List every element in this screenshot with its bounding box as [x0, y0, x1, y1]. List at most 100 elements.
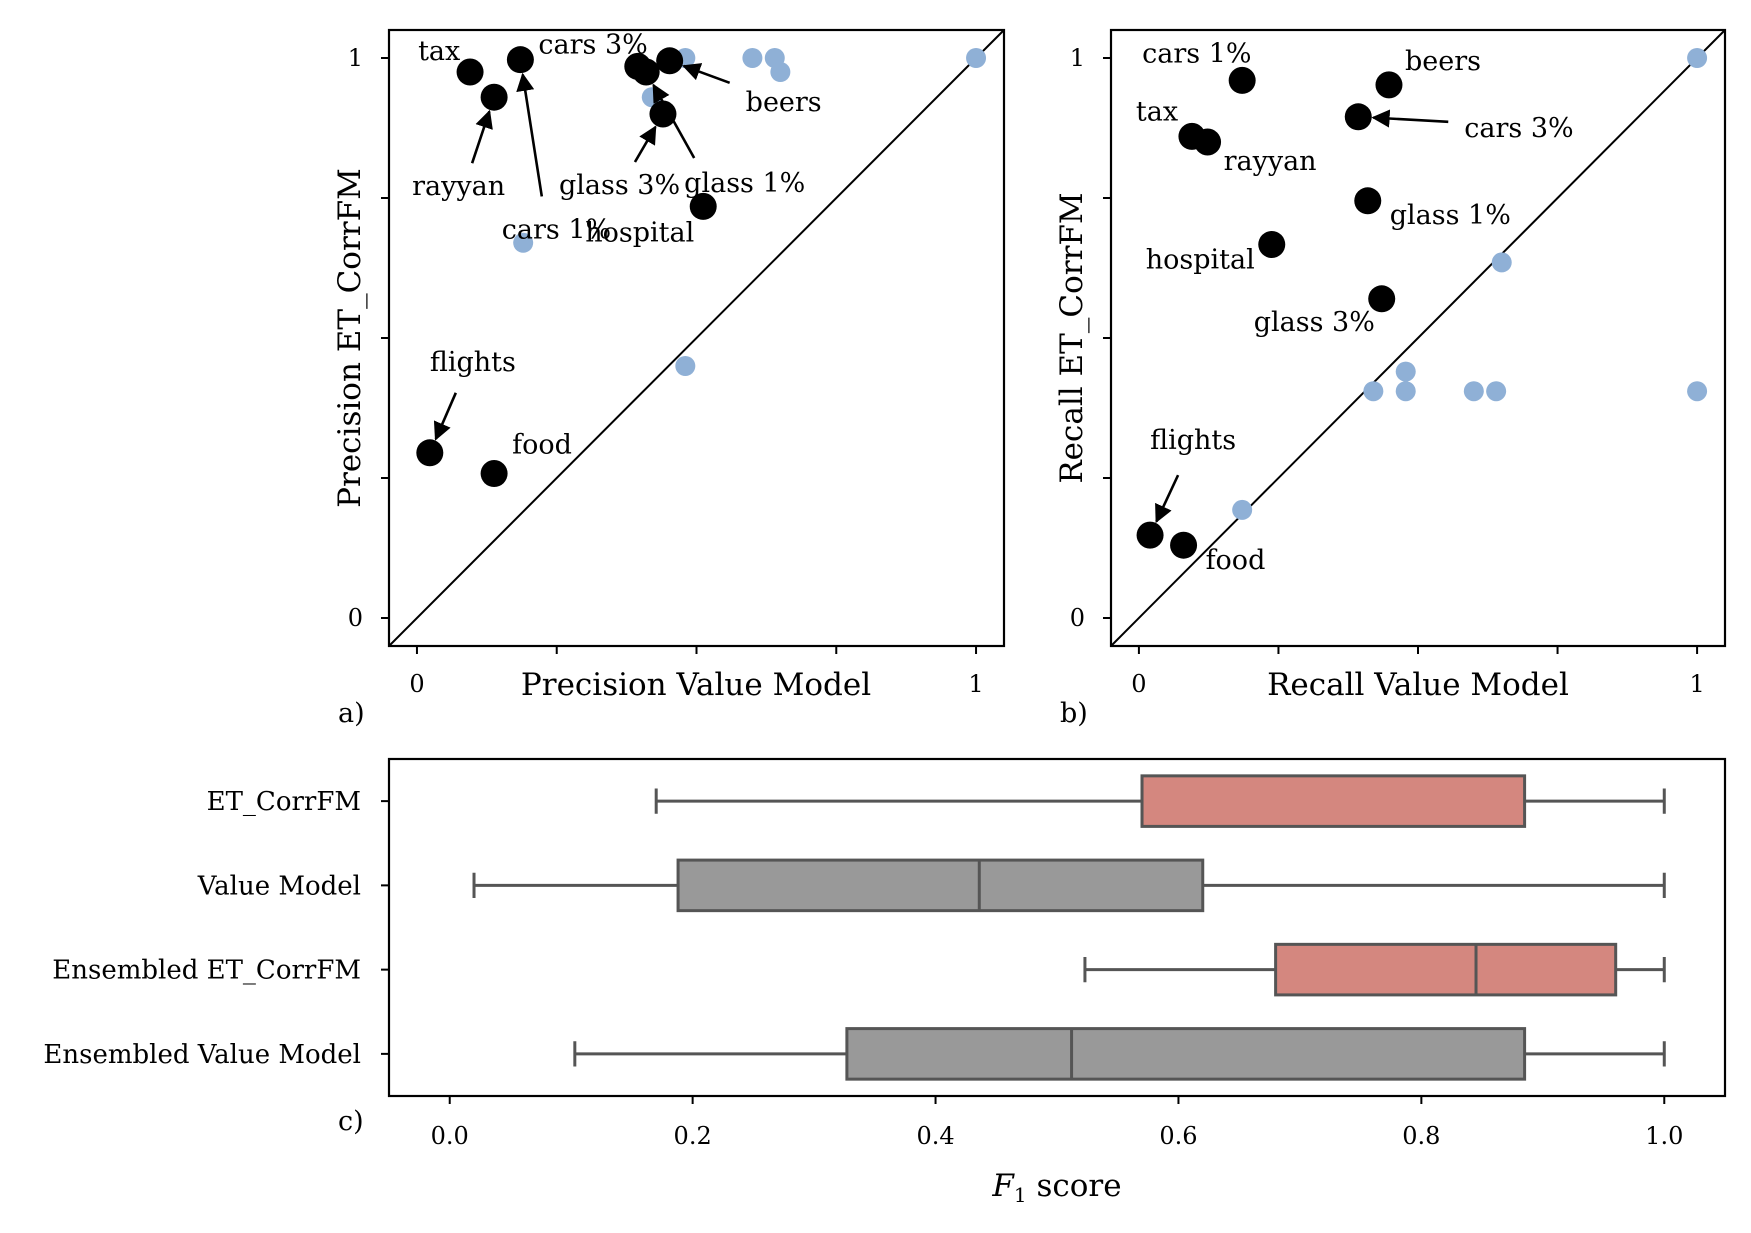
- scatter-point-beers: [1375, 71, 1403, 99]
- point-label-glass-3-: glass 3%: [1254, 307, 1375, 338]
- label-arrow: [633, 125, 657, 163]
- point-label-glass-1-: glass 1%: [684, 168, 805, 199]
- box-et-corrfm: [1140, 774, 1527, 828]
- point-label-cars-1-: cars 1%: [502, 214, 611, 245]
- category-label-ensembled-value-model: Ensembled Value Model: [43, 1040, 361, 1070]
- category-label-value-model: Value Model: [197, 871, 361, 901]
- scatter-point-other: [966, 48, 987, 68]
- point-label-rayyan: rayyan: [1224, 146, 1317, 177]
- scatter-point-other: [1687, 381, 1708, 402]
- box-ensembled-et-corrfm: [1274, 942, 1618, 997]
- scatter-point-cars-3-: [506, 46, 534, 74]
- scatter-point-rayyan: [1194, 128, 1222, 156]
- scatter-point-other: [1463, 381, 1484, 402]
- point-label-cars-3-: cars 3%: [1464, 113, 1573, 144]
- scatter-point-other: [742, 48, 763, 68]
- x-tick-label: 0.0: [431, 1122, 469, 1150]
- scatter-point-other: [1363, 381, 1384, 402]
- box-value-model: [676, 858, 1205, 913]
- scatter-point-other: [675, 356, 696, 376]
- scatter-precision: tax cars 3% rayyan cars 1% beers glass 1%glas…: [332, 28, 1006, 729]
- point-label-food: food: [512, 430, 572, 461]
- diagonal-line: [1110, 29, 1726, 647]
- panel-label-c: c): [338, 1106, 364, 1137]
- y-axis-label-b: Recall ET_CorrFM: [1054, 192, 1090, 483]
- label-arrow: [470, 109, 493, 164]
- x-tick-label: 0.6: [1159, 1122, 1197, 1150]
- point-label-beers: beers: [746, 87, 822, 118]
- point-label-beers: beers: [1405, 46, 1481, 77]
- scatter-point-rayyan: [480, 83, 508, 111]
- scatter-point-cars-1-: [1228, 66, 1256, 94]
- x-tick-label: 1: [968, 670, 983, 698]
- scatter-point-glass-1-: [1354, 187, 1382, 215]
- diagonal-line: [388, 29, 1005, 647]
- x-tick-label: 1: [1689, 670, 1704, 698]
- boxplot-f1: ET_CorrFM Value Model Ensembled ET_CorrFM E…: [43, 757, 1727, 1207]
- scatter-point-tax: [456, 58, 484, 86]
- scatter-point-glass-1-: [632, 58, 660, 86]
- box-ensembled-value-model: [845, 1027, 1527, 1081]
- category-label-et-corrfm: ET_CorrFM: [207, 787, 361, 817]
- scatter-point-hospital: [1258, 230, 1286, 258]
- x-tick-label: 0: [1131, 670, 1146, 698]
- plot-frame-c: [387, 757, 1727, 1098]
- label-arrow: [652, 83, 696, 159]
- scatter-point-other: [1395, 361, 1416, 382]
- x-tick-label: 0: [409, 670, 424, 698]
- scatter-point-food: [1170, 531, 1198, 559]
- label-arrow: [516, 72, 544, 197]
- y-tick-label: 1: [1070, 44, 1085, 72]
- scatter-point-other: [1491, 252, 1512, 273]
- scatter-point-flights: [416, 439, 444, 467]
- point-label-cars-3-: cars 3%: [538, 30, 647, 61]
- point-label-flights: flights: [430, 347, 516, 378]
- x-tick-label: 0.4: [916, 1122, 954, 1150]
- y-tick-label: 0: [1070, 604, 1085, 632]
- x-tick-label: 0.8: [1402, 1122, 1440, 1150]
- point-label-glass-1-: glass 1%: [1390, 200, 1511, 231]
- x-axis-label-c-main: F: [991, 1168, 1015, 1204]
- scatter-recall: cars 1% beers cars 3% tax rayyan glass 1% hosp…: [1054, 28, 1727, 729]
- x-tick-label: 1.0: [1645, 1122, 1683, 1150]
- scatter-point-flights: [1136, 521, 1164, 549]
- x-tick-label: 0.2: [674, 1122, 712, 1150]
- scatter-point-other: [1486, 381, 1507, 402]
- scatter-point-other: [1395, 381, 1416, 402]
- point-label-tax: tax: [1136, 96, 1178, 127]
- y-tick-label: 1: [348, 44, 363, 72]
- x-axis-label-b: Recall Value Model: [1267, 667, 1569, 703]
- scatter-point-food: [480, 460, 508, 488]
- point-label-glass-3-: glass 3%: [559, 170, 680, 201]
- x-axis-label-c-sub: 1: [1014, 1183, 1027, 1207]
- point-label-tax: tax: [418, 36, 460, 67]
- point-label-flights: flights: [1150, 425, 1236, 456]
- scatter-point-other: [770, 62, 791, 82]
- y-tick-label: 0: [348, 604, 363, 632]
- category-label-ensembled-et-corrfm: Ensembled ET_CorrFM: [52, 956, 361, 986]
- point-label-cars-1-: cars 1%: [1142, 38, 1251, 69]
- scatter-point-other: [1687, 48, 1708, 68]
- point-label-hospital: hospital: [1146, 244, 1255, 275]
- label-arrow: [433, 392, 458, 441]
- x-axis-label-a: Precision Value Model: [521, 667, 871, 703]
- label-arrow: [1371, 109, 1449, 128]
- x-axis-label-c: F1 score: [991, 1168, 1121, 1207]
- label-arrow: [1155, 474, 1180, 524]
- scatter-point-other: [1232, 499, 1253, 520]
- panel-label-b: b): [1060, 698, 1088, 729]
- x-axis-label-c-rest: score: [1027, 1168, 1122, 1204]
- scatter-point-glass-3-: [1368, 285, 1396, 313]
- y-axis-label-a: Precision ET_CorrFM: [332, 168, 368, 508]
- point-label-rayyan: rayyan: [412, 171, 505, 202]
- scatter-point-glass-3-: [649, 100, 677, 128]
- scatter-point-hospital: [689, 192, 717, 220]
- point-label-food: food: [1206, 545, 1266, 576]
- panel-label-a: a): [338, 698, 365, 729]
- point-label-hospital: hospital: [585, 217, 694, 248]
- scatter-point-beers: [656, 47, 684, 75]
- label-arrow: [682, 63, 731, 85]
- scatter-point-other: [513, 232, 534, 253]
- scatter-point-cars-3-: [1344, 103, 1372, 131]
